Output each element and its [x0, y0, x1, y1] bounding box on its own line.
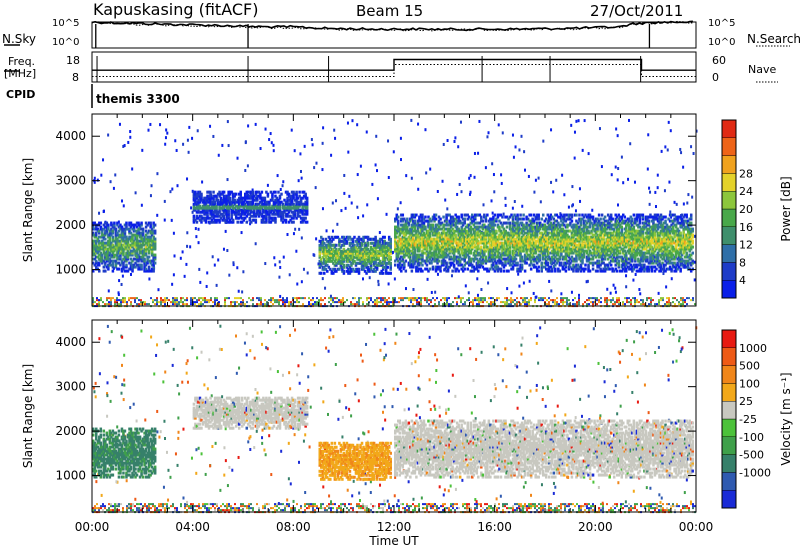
power-colorbar-tick-5: 24 — [739, 185, 753, 198]
velocity-colorbar-label: Velocity [m s⁻¹] — [779, 372, 793, 465]
nsearch-label: N.Search — [747, 32, 800, 46]
velocity-colorbar-swatch-5 — [721, 401, 737, 420]
station-title: Kapuskasing (fitACF) — [93, 0, 259, 19]
power-panel — [92, 118, 698, 308]
power-colorbar-tick-3: 16 — [739, 221, 753, 234]
power-colorbar-swatch-7 — [721, 155, 737, 174]
noise-tick-10e0-right: 10^0 — [708, 37, 736, 48]
freq-frame — [91, 51, 697, 83]
power-colorbar-swatch-2 — [721, 244, 737, 263]
velocity-ylabel: Slant Range [km] — [21, 364, 35, 468]
x-tick-label-6: 00:00 — [679, 520, 714, 534]
power-colorbar-swatch-5 — [721, 190, 737, 210]
velocity-ytick-label-0: 1000 — [55, 469, 86, 483]
x-tick-label-3: 12:00 — [377, 520, 412, 534]
freq-tick-18: 18 — [66, 54, 80, 67]
power-ytick-label-3: 4000 — [55, 129, 86, 143]
velocity-colorbar-swatch-3 — [721, 436, 737, 455]
nave-tick-60: 60 — [712, 54, 726, 67]
cpid-label: CPID — [6, 88, 36, 101]
freq-label-2: [MHz] — [4, 67, 37, 80]
nsky-label: N.Sky — [2, 32, 37, 46]
velocity-colorbar-swatch-7 — [721, 365, 737, 384]
power-colorbar-swatch-4 — [721, 208, 737, 227]
freq-tick-8: 8 — [72, 71, 79, 84]
velocity-colorbar-tick-0: 1000 — [739, 342, 767, 355]
velocity-colorbar-tick-7: -1000 — [739, 466, 771, 479]
power-colorbar-tick-4: 20 — [739, 203, 753, 216]
nave-tick-0: 0 — [712, 71, 719, 84]
noise-tick-10e5-right: 10^5 — [708, 18, 736, 29]
power-colorbar-swatch-9 — [721, 119, 737, 138]
cpid-value: themis 3300 — [96, 92, 180, 106]
freq-series — [92, 58, 696, 71]
velocity-colorbar-tick-6: -500 — [739, 449, 764, 462]
velocity-colorbar-frame — [721, 329, 737, 509]
velocity-ytick-label-2: 3000 — [55, 380, 86, 394]
velocity-colorbar-tick-1: 500 — [739, 360, 760, 373]
noise-panel — [91, 20, 693, 48]
x-axis-label: Time UT — [368, 534, 419, 548]
beam-title: Beam 15 — [356, 2, 424, 20]
power-colorbar-swatch-3 — [721, 226, 737, 245]
power-ytick-label-2: 3000 — [55, 174, 86, 188]
velocity-colorbar-tick-3: 25 — [739, 395, 753, 408]
velocity-ytick-label-1: 2000 — [55, 424, 86, 438]
power-colorbar-frame — [721, 119, 737, 299]
velocity-colorbar-tick-5: -100 — [739, 431, 764, 444]
power-colorbar-tick-2: 12 — [739, 239, 753, 252]
power-colorbar-swatch-6 — [721, 173, 737, 192]
x-tick-label-2: 08:00 — [276, 520, 311, 534]
velocity-colorbar-swatch-8 — [721, 347, 737, 366]
nave-label: Nave — [748, 63, 777, 76]
noise-frame — [91, 21, 697, 49]
x-tick-label-5: 20:00 — [578, 520, 613, 534]
velocity-ytick-label-3: 4000 — [55, 335, 86, 349]
power-colorbar-tick-6: 28 — [739, 167, 753, 180]
frequency-panel — [92, 56, 696, 82]
power-colorbar-swatch-0 — [721, 280, 737, 299]
x-tick-label-1: 04:00 — [175, 520, 210, 534]
velocity-colorbar-swatch-9 — [721, 329, 737, 348]
velocity-colorbar-swatch-6 — [721, 383, 737, 402]
x-tick-label-4: 16:00 — [477, 520, 512, 534]
power-colorbar-tick-1: 8 — [739, 256, 746, 269]
velocity-colorbar-tick-2: 100 — [739, 377, 760, 390]
power-colorbar-label: Power [dB] — [779, 176, 793, 241]
power-colorbar-swatch-8 — [721, 137, 737, 156]
noise-tick-10e0-left: 10^0 — [52, 37, 80, 48]
power-ytick-label-1: 2000 — [55, 218, 86, 232]
power-ytick-label-0: 1000 — [55, 263, 86, 277]
x-tick-label-0: 00:00 — [75, 520, 110, 534]
velocity-frame — [91, 319, 697, 513]
noise-tick-10e5-left: 10^5 — [52, 18, 80, 29]
velocity-colorbar-swatch-4 — [721, 418, 737, 437]
freq-label-1: Freq. — [8, 55, 36, 68]
velocity-panel — [92, 324, 698, 514]
noise-series-0 — [91, 20, 693, 32]
nave-series — [92, 64, 696, 77]
power-colorbar-swatch-1 — [721, 262, 737, 281]
velocity-colorbar-swatch-1 — [721, 472, 737, 491]
velocity-colorbar-swatch-2 — [721, 454, 737, 473]
velocity-colorbar-tick-4: -25 — [739, 413, 757, 426]
power-colorbar-tick-0: 4 — [739, 274, 746, 287]
power-ylabel: Slant Range [km] — [21, 158, 35, 262]
velocity-colorbar-swatch-0 — [721, 490, 737, 509]
date-title: 27/Oct/2011 — [590, 2, 684, 20]
